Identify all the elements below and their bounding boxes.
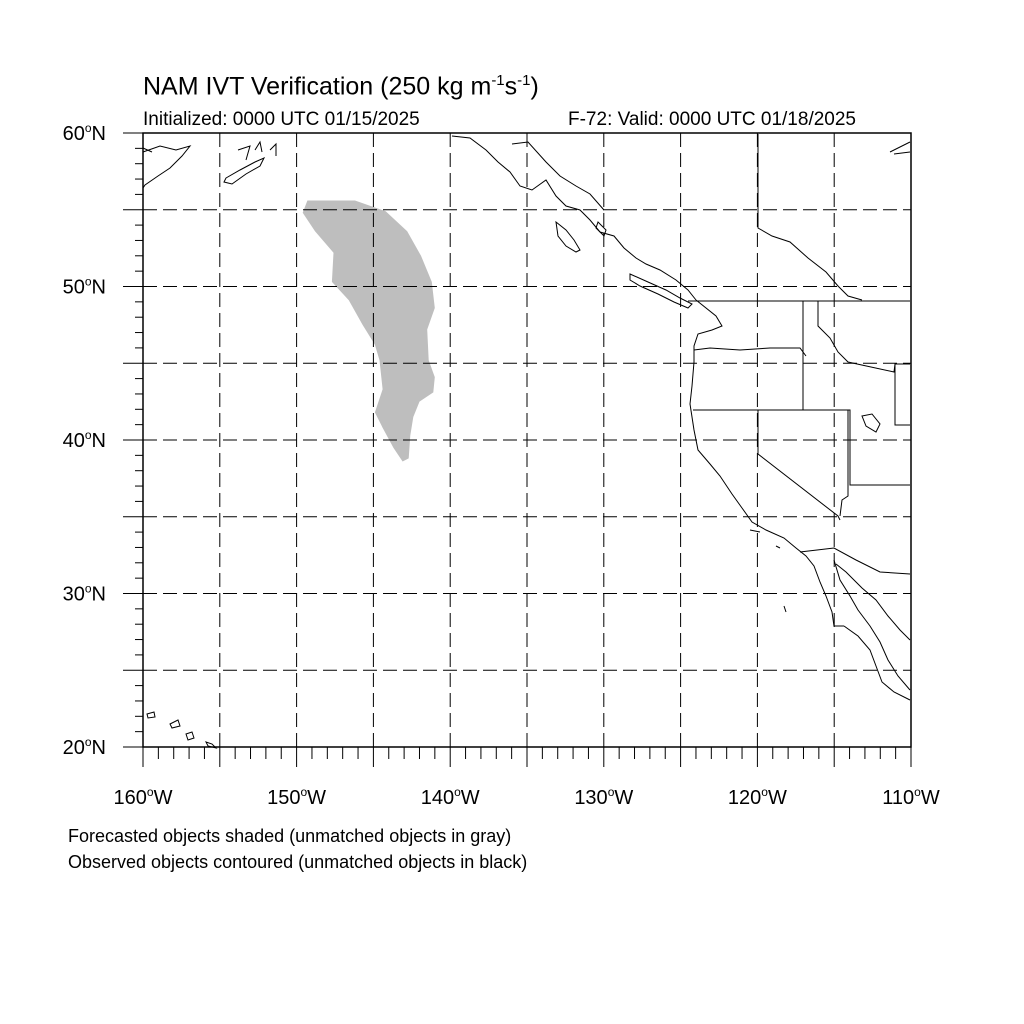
title-units-exp1: -1: [491, 72, 505, 89]
lon-label: 140oW: [421, 785, 480, 809]
lat-label: 60oN: [63, 121, 106, 145]
title-units-suffix: ): [530, 72, 539, 101]
baja-coastline: [833, 559, 911, 701]
lon-label: 160oW: [114, 785, 173, 809]
us-west-coastline: [689, 299, 844, 627]
map-title: NAM IVT Verification (250 kg m-1s-1): [143, 72, 539, 101]
bc-islands: [555, 220, 693, 309]
lat-label: 30oN: [63, 582, 106, 606]
lon-label: 120oW: [728, 785, 787, 809]
footer-forecast-note: Forecasted objects shaded (unmatched obj…: [68, 826, 512, 846]
axis-ticks: [123, 132, 912, 767]
lon-label: 130oW: [574, 785, 633, 809]
canada-interior-lines: [757, 134, 911, 301]
forecast-objects-layer: [302, 200, 435, 462]
alaska-coastline: [142, 140, 277, 189]
inland-lakes: [861, 413, 881, 433]
mexico-coastline: [835, 563, 911, 641]
lat-lon-grid: [143, 133, 911, 747]
lat-label: 20oN: [63, 735, 106, 759]
title-units-mid: s: [504, 72, 518, 101]
hawaii-islands: [146, 711, 218, 749]
lat-label: 50oN: [63, 275, 106, 299]
panhandle-coastline: [451, 135, 697, 301]
lat-label: 40oN: [63, 428, 106, 452]
axis-labels: 60oN 50oN 40oN 30oN 20oN 160oW 150oW 140oW 130oW…: [63, 121, 940, 809]
coastlines-layer: [142, 134, 911, 749]
footer-observed-note: Observed objects contoured (unmatched ob…: [68, 852, 528, 872]
lon-label: 150oW: [267, 785, 326, 809]
channel-islands: [749, 529, 787, 613]
title-units-prefix: (250 kg m: [380, 72, 492, 101]
lon-label: 110oW: [882, 785, 940, 809]
alaska-canada-border: [511, 141, 605, 211]
state-borders: [693, 301, 911, 575]
map-title-text: NAM IVT Verification: [143, 72, 374, 101]
forecast-object-unmatched: [302, 200, 435, 462]
initialized-time: Initialized: 0000 UTC 01/15/2025: [143, 109, 420, 130]
valid-time: F-72: Valid: 0000 UTC 01/18/2025: [568, 109, 856, 130]
title-units-exp2: -1: [517, 72, 531, 89]
